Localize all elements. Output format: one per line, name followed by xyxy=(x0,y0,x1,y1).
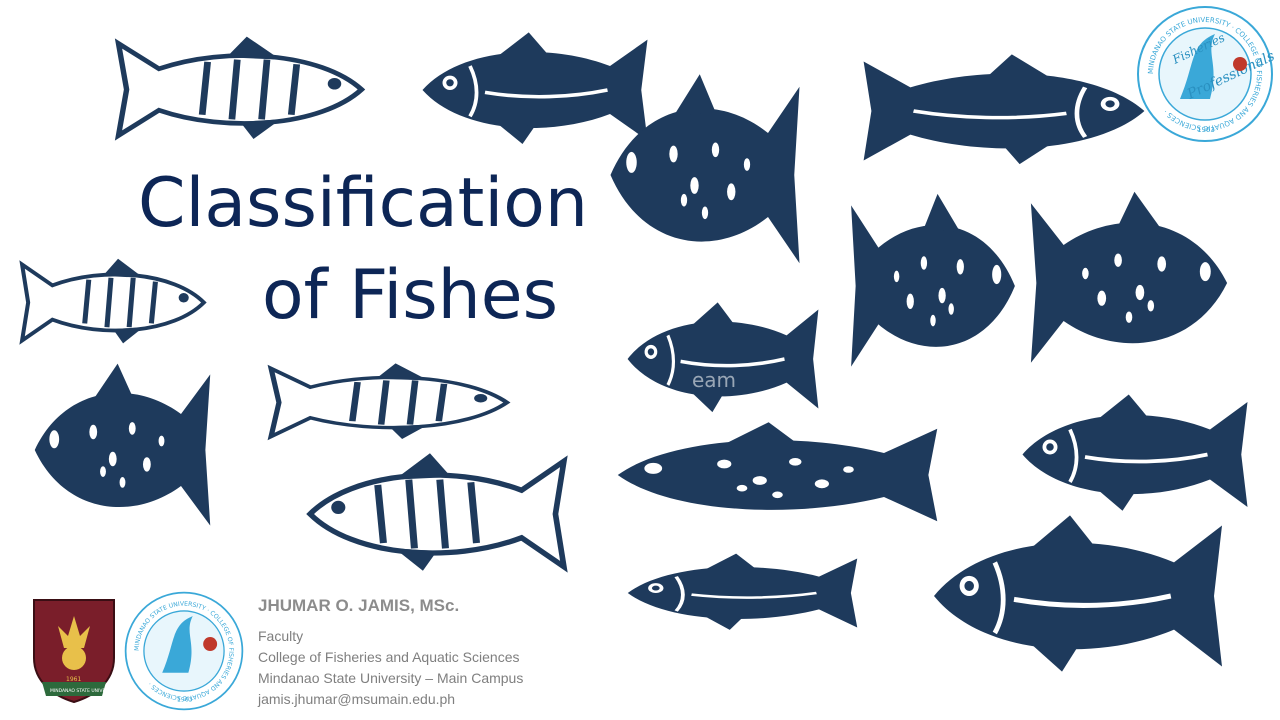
author-university: Mindanao State University – Main Campus xyxy=(258,670,524,686)
watermark-text: eam xyxy=(692,368,737,392)
carp-icon xyxy=(1010,392,1260,517)
pike-icon xyxy=(600,70,810,280)
msu-seal-banner: MINDANAO STATE UNIVERSITY xyxy=(50,688,118,694)
author-position: Faculty xyxy=(258,628,304,644)
flounder-icon xyxy=(1020,188,1238,378)
cfas-seal-logo: MINDANAO STATE UNIVERSITY · COLLEGE OF F… xyxy=(1135,4,1275,144)
author-email[interactable]: jamis.jhumar@msumain.edu.ph xyxy=(258,691,456,707)
marlin-icon xyxy=(848,52,1160,170)
tuna-icon xyxy=(105,32,375,147)
pike-icon xyxy=(25,360,220,540)
cfas-seal-logo-small: MINDANAO STATE UNIVERSITY · COLLEGE OF F… xyxy=(123,590,245,712)
msu-seal-year: 1961 xyxy=(66,676,81,683)
author-name: JHUMAR O. JAMIS, MSc. xyxy=(258,596,460,615)
msu-seal-logo: 1961 MINDANAO STATE UNIVERSITY xyxy=(28,596,120,706)
cfas-year: 1963 xyxy=(1197,126,1215,134)
carp-icon xyxy=(617,300,829,418)
slide-title-line-1: Classification xyxy=(138,164,588,243)
cfas-small-year: 1963 xyxy=(177,697,193,704)
salmon-icon xyxy=(842,190,1024,382)
mackerel-icon xyxy=(258,360,520,445)
slide-title-line-2: of Fishes xyxy=(262,256,559,335)
sprat-icon xyxy=(615,552,870,634)
pike-icon xyxy=(600,420,955,530)
perch-icon xyxy=(296,448,578,580)
perch-icon xyxy=(12,255,214,350)
author-college: College of Fisheries and Aquatic Science… xyxy=(258,649,520,665)
catfish-icon xyxy=(918,512,1238,680)
